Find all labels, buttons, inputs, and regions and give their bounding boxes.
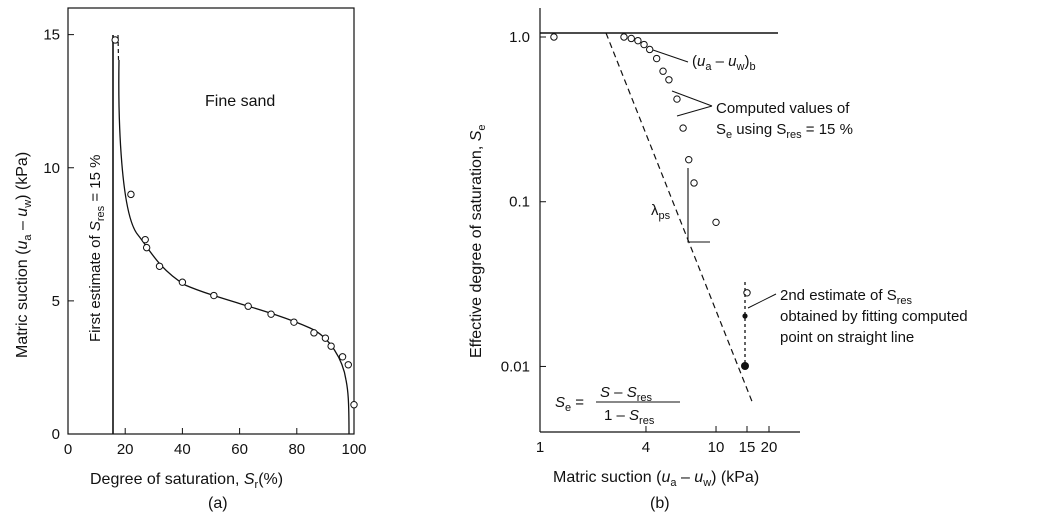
panel-b-data-point <box>640 40 648 49</box>
panel-b-x-ticks: 1 4 10 15 20 <box>536 426 778 456</box>
panel-b-y-tick-label: 1.0 <box>509 29 530 46</box>
panel-a-y-tick-label: 5 <box>52 293 60 310</box>
panel-a-data-point <box>127 190 135 199</box>
panel-b-x-tick-label: 4 <box>642 439 650 456</box>
panel-b-data-point <box>712 218 720 227</box>
panel-b-second-label-3: point on straight line <box>780 329 914 346</box>
panel-a-data-points <box>111 36 358 409</box>
panel-b-data-points <box>550 33 751 297</box>
panel-b-data-point <box>679 124 687 132</box>
panel-b-data-point <box>646 45 654 54</box>
panel-a-data-point <box>141 235 149 244</box>
panel-b-bubbling-label: (ua – uw)b <box>692 53 756 73</box>
panel-a-data-point <box>338 353 347 361</box>
panel-a-x-tick-label: 0 <box>64 441 72 458</box>
panel-b-x-tick-label: 1 <box>536 439 544 456</box>
panel-b-data-point <box>634 36 642 45</box>
panel-b-data-point <box>690 179 698 187</box>
panel-b-fitted-point-upper <box>742 313 748 319</box>
panel-a-y-axis-label: Matric suction (ua – uw) (kPa) <box>14 152 34 358</box>
panel-a-data-point <box>327 342 335 350</box>
panel-b-lambda-label: λps <box>651 202 671 222</box>
panel-b-formula: Se = S – Sres 1 – Sres <box>555 384 680 427</box>
panel-b-computed-leader-2 <box>676 105 713 117</box>
panel-a-x-tick-label: 60 <box>231 441 248 458</box>
panel-a-y-tick-label: 10 <box>43 160 60 177</box>
panel-b-computed-label-1: Computed values of <box>716 100 850 117</box>
panel-b-computed-leader-1 <box>671 90 713 107</box>
panel-b-y-ticks: 1.0 0.1 0.01 <box>501 29 546 375</box>
panel-a-data-point <box>310 329 318 337</box>
panel-a-x-tick-label: 20 <box>117 441 134 458</box>
panel-b-second-label-2: obtained by fitting computed <box>780 308 968 325</box>
panel-b-x-tick-label: 10 <box>708 439 725 456</box>
panel-b-second-label-1: 2nd estimate of Sres <box>780 287 913 307</box>
panel-a-y-tick-label: 15 <box>43 27 60 44</box>
panel-b-data-point <box>620 33 628 41</box>
panel-a-data-point <box>267 310 275 318</box>
panel-a-x-ticks: 0 20 40 60 80 100 <box>64 428 367 458</box>
panel-a-x-tick-label: 100 <box>341 441 366 458</box>
panel-b-data-point <box>659 67 667 75</box>
panel-b-y-axis-label: Effective degree of saturation, Se <box>468 124 488 358</box>
panel-a-data-point <box>111 36 119 44</box>
panel-a-data-point <box>350 401 358 409</box>
panel-b-x-tick-label: 15 <box>739 439 756 456</box>
panel-a-vertical-line-label: First estimate of Sres = 15 % <box>87 155 107 342</box>
panel-b-data-point <box>550 33 558 41</box>
panel-a-annotation: Fine sand <box>205 93 275 110</box>
panel-a-data-point <box>321 334 330 342</box>
panel-b-lambda-triangle <box>687 168 710 243</box>
panel-b-data-point <box>627 34 635 43</box>
panel-b-bubbling-leader <box>652 49 689 63</box>
panel-a-data-point <box>290 318 298 326</box>
panel-a-data-point <box>178 278 187 286</box>
panel-b-data-point <box>665 76 673 84</box>
panel-b-y-tick-label: 0.1 <box>509 194 530 211</box>
panel-a-retention-curve <box>118 59 350 435</box>
panel-a-x-axis-label: Degree of saturation, Sr(%) <box>90 471 283 491</box>
panel-a-y-tick-label: 0 <box>52 426 60 443</box>
panel-b-fitted-point-lower <box>741 362 749 370</box>
panel-a: 0 20 40 60 80 100 0 5 10 15 Fine sand First esti… <box>14 7 367 512</box>
panel-a-y-ticks: 0 5 10 15 <box>43 27 74 443</box>
panel-b-data-point <box>673 95 681 103</box>
panel-a-x-tick-label: 40 <box>174 441 191 458</box>
panel-b-label: (b) <box>650 495 670 512</box>
panel-b-data-point <box>652 54 661 63</box>
panel-b: 1 4 10 15 20 1.0 0.1 0.01 (ua – uw)b Computed … <box>468 8 968 512</box>
panel-a-label: (a) <box>208 495 228 512</box>
panel-a-data-point <box>344 361 352 369</box>
panel-b-computed-label-2: Se using Sres = 15 % <box>716 121 853 141</box>
panel-a-x-tick-label: 80 <box>288 441 305 458</box>
panel-b-y-tick-label: 0.01 <box>501 358 530 375</box>
svg-text:1 – Sres: 1 – Sres <box>604 407 655 427</box>
panel-b-second-leader <box>747 293 777 309</box>
panel-b-fit-line <box>605 32 754 405</box>
panel-a-axes-frame <box>67 7 355 435</box>
panel-a-data-point <box>244 302 252 310</box>
panel-b-x-tick-label: 20 <box>761 439 778 456</box>
panel-b-data-point <box>685 155 693 164</box>
panel-a-data-point <box>210 291 218 300</box>
panel-b-x-axis-label: Matric suction (ua – uw) (kPa) <box>553 469 759 489</box>
svg-text:S – Sres: S – Sres <box>600 384 652 404</box>
panel-a-data-point <box>155 262 164 270</box>
svg-text:Se =: Se = <box>555 394 584 414</box>
panel-a-data-point <box>142 243 151 252</box>
